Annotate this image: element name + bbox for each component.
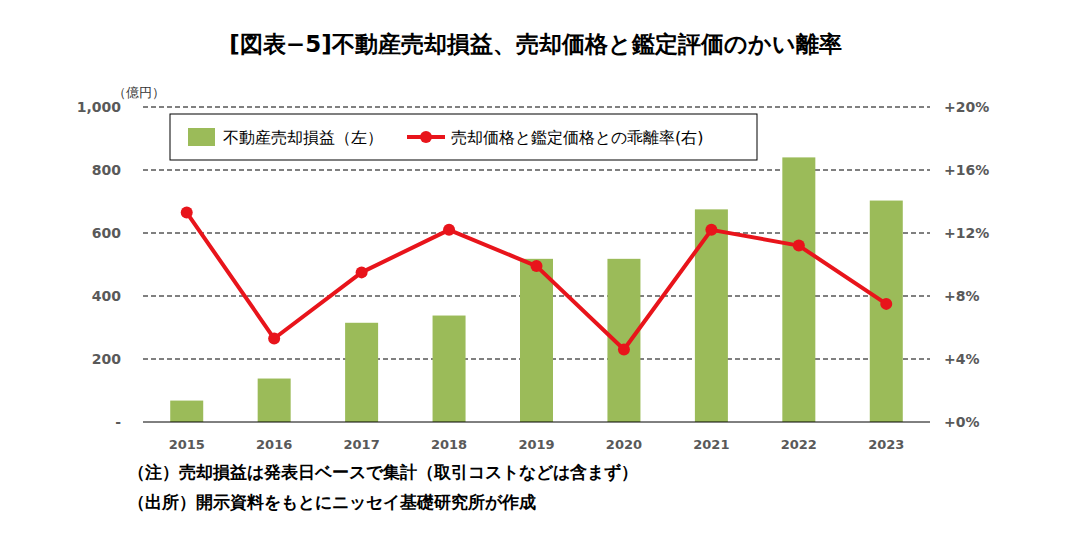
x-tick-label: 2017 — [344, 437, 380, 452]
note: （出所）開示資料をもとにニッセイ基礎研究所が作成 — [128, 492, 536, 512]
y2-tick-label: +0% — [944, 414, 980, 430]
grid-line — [143, 107, 930, 108]
bar — [695, 209, 728, 422]
x-tick-label: 2022 — [781, 437, 817, 452]
x-tick-label: 2015 — [169, 437, 205, 452]
x-tick-label: 2023 — [868, 437, 904, 452]
legend-swatch — [420, 131, 432, 143]
x-tick-label: 2020 — [606, 437, 642, 452]
marker — [356, 266, 368, 278]
legend-label: 売却価格と鑑定価格との乖離率(右) — [451, 128, 703, 147]
x-axis-line — [143, 422, 930, 423]
y2-tick-label: +12% — [944, 225, 989, 241]
y2-tick-label: +4% — [944, 351, 980, 367]
bar — [782, 157, 815, 422]
x-tick-label: 2016 — [256, 437, 292, 452]
y-tick-label: 400 — [92, 288, 121, 304]
line — [187, 213, 887, 350]
plot-area — [170, 157, 903, 422]
marker — [181, 207, 193, 219]
y-tick-label: 1,000 — [77, 99, 122, 115]
marker — [268, 333, 280, 345]
y-tick-label: 600 — [92, 225, 121, 241]
chart: [図表−5]不動産売却損益、売却価格と鑑定評価のかい離率 - 200 400 600 80… — [0, 0, 1071, 559]
bar — [258, 379, 291, 422]
legend-swatch — [188, 128, 215, 146]
title: [図表−5]不動産売却損益、売却価格と鑑定評価のかい離率 — [229, 31, 841, 57]
bar — [520, 259, 553, 422]
marker — [531, 260, 543, 272]
x-tick-label: 2019 — [518, 437, 554, 452]
bar — [345, 323, 378, 422]
legend-box — [170, 114, 757, 160]
marker — [443, 224, 455, 236]
y-axis-label: （億円） — [113, 85, 165, 100]
marker — [705, 224, 717, 236]
marker — [793, 240, 805, 252]
y-tick-label: 800 — [92, 162, 121, 178]
x-tick-label: 2021 — [693, 437, 729, 452]
y2-tick-label: +16% — [944, 162, 989, 178]
x-tick-label: 2018 — [431, 437, 467, 452]
marker — [618, 344, 630, 356]
y2-tick-label: +20% — [944, 99, 989, 115]
bar — [170, 401, 203, 422]
note: （注）売却損益は発表日ベースで集計（取引コストなどは含まず） — [128, 462, 638, 482]
y2-tick-label: +8% — [944, 288, 980, 304]
legend-label: 不動産売却損益（左） — [223, 128, 383, 147]
legend: 不動産売却損益（左） 売却価格と鑑定価格との乖離率(右) — [170, 114, 757, 160]
bar — [433, 316, 466, 422]
y-tick-label: 200 — [92, 351, 121, 367]
bar — [870, 201, 903, 422]
y-tick-label: - — [115, 414, 121, 430]
marker — [880, 298, 892, 310]
